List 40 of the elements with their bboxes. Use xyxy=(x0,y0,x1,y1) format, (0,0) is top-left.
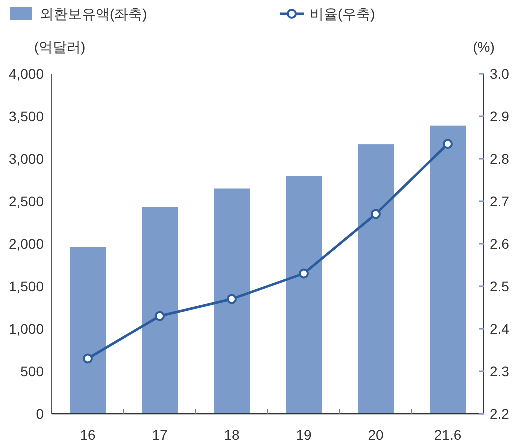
bar xyxy=(142,207,178,414)
y-axis-title: (억달러) xyxy=(34,39,86,55)
y2-tick-label: 2.7 xyxy=(490,194,510,210)
x-tick-label: 18 xyxy=(224,427,240,443)
legend-label: 외환보유액(좌축) xyxy=(40,6,148,22)
y2-tick-label: 2.3 xyxy=(490,364,510,380)
bar xyxy=(430,126,466,414)
legend-label: 비율(우축) xyxy=(310,6,376,22)
y-tick-label: 1,000 xyxy=(8,321,44,337)
point xyxy=(443,139,453,150)
point xyxy=(227,294,237,304)
bar xyxy=(70,247,106,414)
x-tick-label: 16 xyxy=(80,427,96,443)
point xyxy=(155,311,165,322)
y-tick-label: 0 xyxy=(36,406,44,422)
y2-tick-label: 2.5 xyxy=(490,278,510,294)
y2-tick-label: 3.0 xyxy=(490,66,510,82)
y-tick-label: 3,000 xyxy=(8,151,44,167)
x-tick-label: 19 xyxy=(296,427,312,443)
y2-tick-label: 2.8 xyxy=(490,151,510,167)
y-tick-label: 2,000 xyxy=(8,236,44,252)
bar xyxy=(286,176,322,414)
y-tick-label: 3,500 xyxy=(8,108,44,124)
x-tick-label: 17 xyxy=(152,427,168,443)
y-tick-label: 2,500 xyxy=(8,194,44,210)
point xyxy=(371,209,381,220)
point xyxy=(83,354,93,364)
y-tick-label: 4,000 xyxy=(8,66,44,82)
bar xyxy=(214,188,250,414)
point xyxy=(299,268,309,279)
y-tick-label: 1,500 xyxy=(8,278,44,294)
y2-axis-title: (%) xyxy=(473,39,495,55)
y2-tick-label: 2.9 xyxy=(490,108,510,124)
y-tick-label: 500 xyxy=(20,364,44,380)
y2-tick-label: 2.2 xyxy=(490,406,510,422)
bar xyxy=(358,144,394,414)
y2-tick-label: 2.6 xyxy=(490,236,510,252)
x-tick-label: 20 xyxy=(368,427,384,443)
x-tick-label: 21.6 xyxy=(434,427,462,443)
y2-tick-label: 2.4 xyxy=(490,321,510,337)
